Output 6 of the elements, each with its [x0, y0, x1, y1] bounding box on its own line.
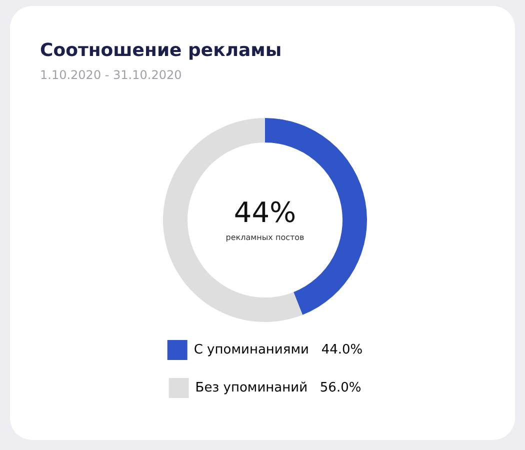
- text: рекламных постов: [226, 233, 305, 242]
- text: 44%: [234, 196, 296, 229]
- chart-subtitle: 1.10.2020 - 31.10.2020: [40, 68, 182, 82]
- chart-title: Соотношение рекламы: [40, 40, 282, 61]
- legend-label: С упоминаниями 44.0%: [194, 342, 363, 358]
- legend-label: Без упоминаний 56.0%: [195, 380, 362, 396]
